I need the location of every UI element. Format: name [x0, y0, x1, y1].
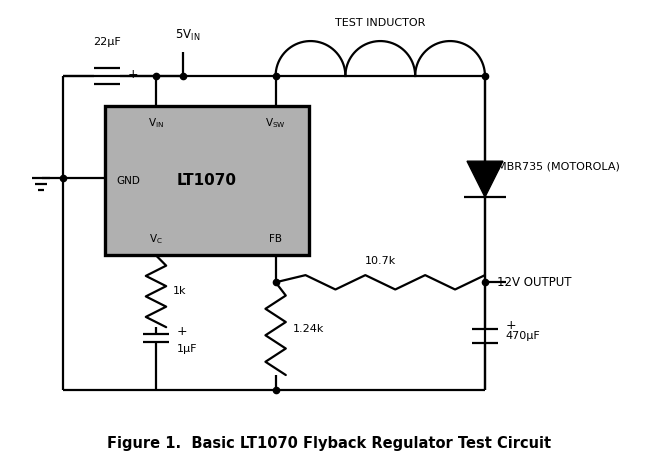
Text: MBR735 (MOTOROLA): MBR735 (MOTOROLA) [497, 162, 620, 172]
Text: Figure 1.  Basic LT1070 Flyback Regulator Test Circuit: Figure 1. Basic LT1070 Flyback Regulator… [108, 436, 552, 451]
Bar [105, 106, 309, 255]
Text: V$_{\mathregular{C}}$: V$_{\mathregular{C}}$ [149, 232, 163, 246]
Text: LT1070: LT1070 [177, 173, 237, 188]
Text: 12V OUTPUT: 12V OUTPUT [497, 276, 572, 289]
Text: +: + [505, 319, 516, 333]
Text: V$_{\mathregular{SW}}$: V$_{\mathregular{SW}}$ [265, 116, 286, 130]
Text: V$_{\mathregular{IN}}$: V$_{\mathregular{IN}}$ [148, 116, 164, 130]
Polygon shape [467, 161, 503, 197]
Text: 10.7k: 10.7k [365, 256, 396, 266]
Text: FB: FB [269, 234, 282, 244]
Text: 470µF: 470µF [506, 331, 540, 341]
Text: 22µF: 22µF [93, 37, 121, 47]
Text: +: + [127, 68, 138, 81]
Text: 1k: 1k [173, 286, 186, 296]
Text: +: + [177, 325, 187, 338]
Text: GND: GND [116, 176, 140, 186]
Text: 5V$_{\mathregular{IN}}$: 5V$_{\mathregular{IN}}$ [175, 28, 201, 43]
Text: TEST INDUCTOR: TEST INDUCTOR [335, 18, 426, 28]
Text: 1µF: 1µF [177, 344, 197, 354]
Text: 1.24k: 1.24k [292, 323, 324, 334]
